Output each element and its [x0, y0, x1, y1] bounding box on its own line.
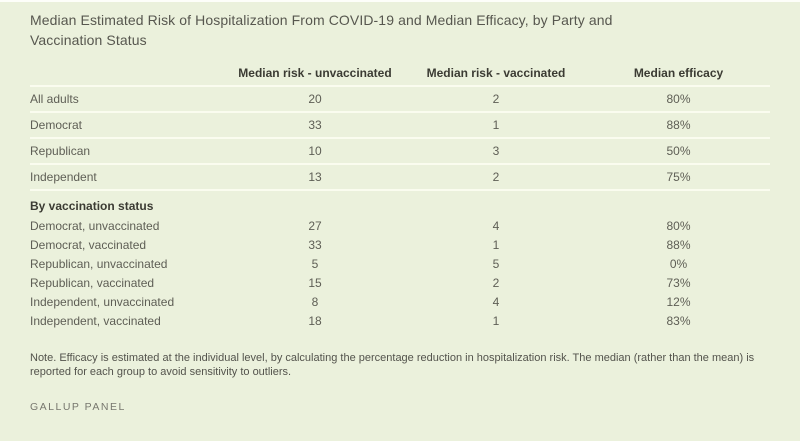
table-row-democrat-unvaccinated: Democrat, unvaccinated 27 4 80% [30, 216, 770, 235]
efficacy-value: 50% [666, 144, 691, 158]
efficacy-value: 88% [666, 237, 691, 252]
table-row-all-adults: All adults 20 2 80% [30, 87, 770, 113]
risk-unvaccinated-value: 33 [308, 237, 322, 252]
table-row-republican-vaccinated: Republican, vaccinated 15 2 73% [30, 273, 770, 292]
risk-vaccinated-value: 2 [492, 275, 500, 290]
row-label: Democrat, vaccinated [30, 237, 147, 252]
risk-unvaccinated-value: 13 [308, 170, 322, 184]
data-table: Median risk - unvaccinated Median risk -… [30, 60, 770, 330]
table-row-independent-vaccinated: Independent, vaccinated 18 1 83% [30, 311, 770, 330]
table-header-row: Median risk - unvaccinated Median risk -… [30, 60, 770, 87]
row-label: Republican, vaccinated [30, 275, 155, 290]
risk-vaccinated-value: 3 [492, 144, 500, 158]
risk-unvaccinated-value: 27 [308, 218, 322, 233]
column-header-median-efficacy: Median efficacy [633, 65, 724, 80]
efficacy-value: 73% [666, 275, 691, 290]
gallup-table-graphic: Median Estimated Risk of Hospitalization… [0, 10, 800, 413]
table-row-democrat: Democrat 33 1 88% [30, 113, 770, 139]
table-row-republican: Republican 10 3 50% [30, 139, 770, 165]
page-title: Median Estimated Risk of Hospitalization… [30, 12, 613, 48]
table-row-independent: Independent 13 2 75% [30, 165, 770, 191]
risk-unvaccinated-value: 15 [308, 275, 322, 290]
risk-unvaccinated-value: 10 [308, 144, 322, 158]
efficacy-value: 0% [669, 256, 688, 271]
column-header-median-risk-unvaccinated: Median risk - unvaccinated [238, 65, 392, 80]
efficacy-value: 80% [666, 218, 691, 233]
risk-vaccinated-value: 1 [492, 313, 500, 328]
risk-vaccinated-value: 5 [492, 256, 500, 271]
top-edge-strip [0, 0, 800, 2]
table-row-democrat-vaccinated: Democrat, vaccinated 33 1 88% [30, 235, 770, 254]
risk-vaccinated-value: 1 [492, 118, 500, 132]
section-header-by-vaccination-status: By vaccination status [30, 199, 154, 213]
source-label: GALLUP PANEL [30, 401, 126, 413]
risk-unvaccinated-value: 33 [308, 118, 322, 132]
risk-unvaccinated-value: 18 [308, 313, 322, 328]
row-label: Republican, unvaccinated [30, 256, 168, 271]
table-row-independent-unvaccinated: Independent, unvaccinated 8 4 12% [30, 292, 770, 311]
footnote: Note. Efficacy is estimated at the indiv… [30, 352, 755, 378]
row-label: Democrat [30, 118, 83, 132]
risk-vaccinated-value: 4 [492, 294, 500, 309]
risk-vaccinated-value: 1 [492, 237, 500, 252]
column-header-median-risk-vaccinated: Median risk - vaccinated [426, 65, 566, 80]
risk-vaccinated-value: 2 [492, 92, 500, 106]
row-label: Independent, vaccinated [30, 313, 161, 328]
efficacy-value: 12% [666, 294, 691, 309]
efficacy-value: 83% [666, 313, 691, 328]
risk-unvaccinated-value: 8 [311, 294, 319, 309]
table-row-republican-unvaccinated: Republican, unvaccinated 5 5 0% [30, 254, 770, 273]
row-label: All adults [30, 92, 79, 106]
risk-unvaccinated-value: 5 [311, 256, 319, 271]
risk-unvaccinated-value: 20 [308, 92, 322, 106]
row-label: Republican [30, 144, 91, 158]
row-label: Independent [30, 170, 97, 184]
risk-vaccinated-value: 2 [492, 170, 500, 184]
row-label: Independent, unvaccinated [30, 294, 175, 309]
efficacy-value: 80% [666, 92, 691, 106]
efficacy-value: 75% [666, 170, 691, 184]
row-label: Democrat, unvaccinated [30, 218, 160, 233]
efficacy-value: 88% [666, 118, 691, 132]
risk-vaccinated-value: 4 [492, 218, 500, 233]
